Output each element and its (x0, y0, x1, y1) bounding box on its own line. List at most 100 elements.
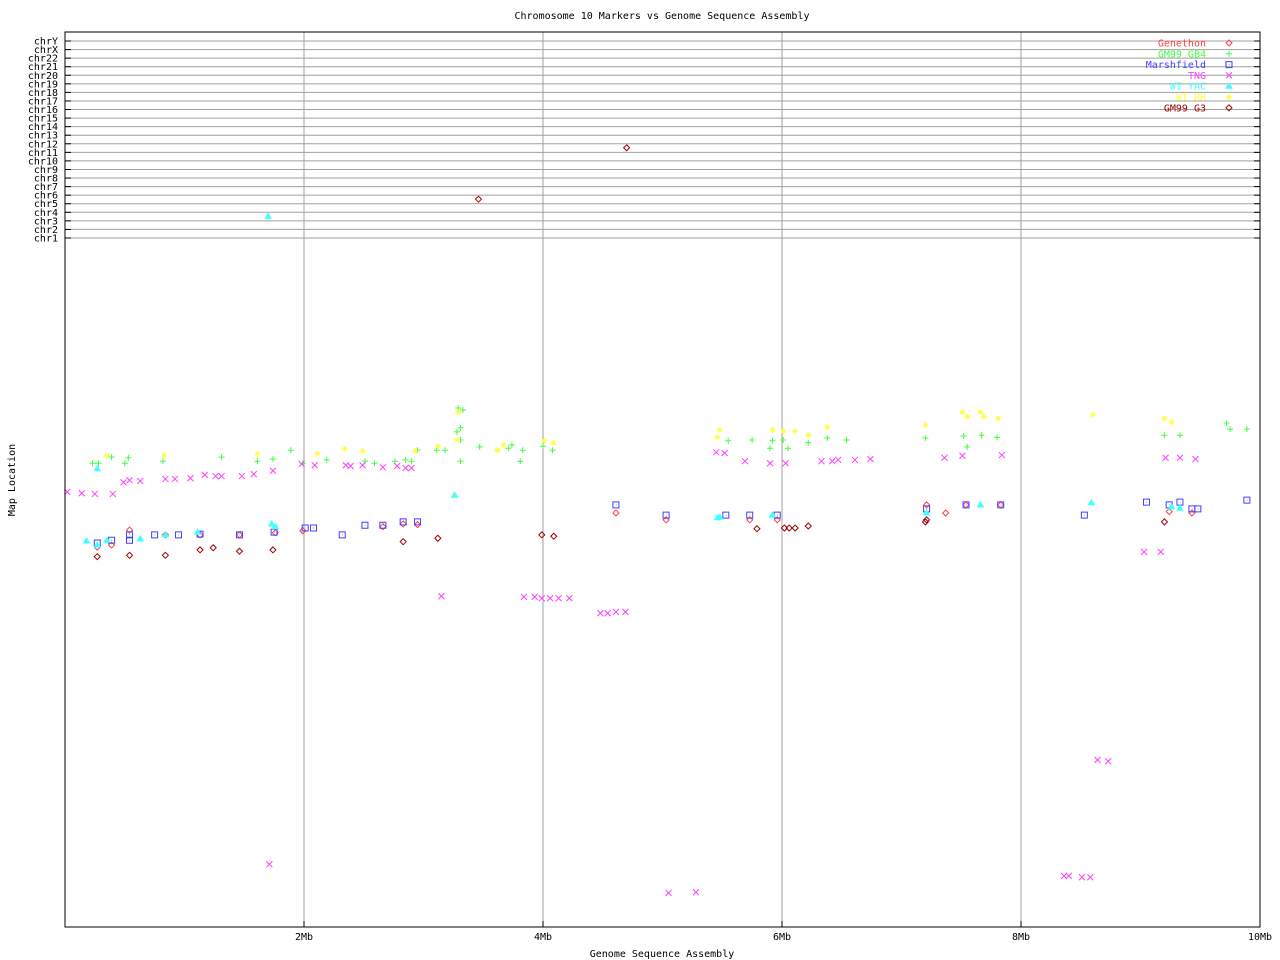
y-axis-label: Map Location (7, 444, 18, 516)
point-wi-rh (550, 439, 557, 446)
point-gm99-g3 (538, 531, 546, 539)
point-marshfield (338, 531, 346, 539)
point-tng (311, 461, 319, 469)
point-marshfield (612, 501, 620, 509)
point-tng (393, 462, 401, 470)
x-tick-label: 10Mb (1248, 932, 1272, 943)
point-gm99-gb4 (922, 435, 929, 442)
point-wi-yac (136, 534, 145, 542)
point-tng (959, 452, 966, 460)
point-tng (1140, 548, 1148, 556)
point-wi-rh (359, 447, 366, 454)
plot-frame (64, 31, 1261, 928)
point-gm99-gb4 (433, 447, 440, 454)
point-tng (1065, 872, 1073, 880)
point-tng (201, 471, 209, 479)
point-wi-yac (193, 528, 202, 535)
point-marshfield (301, 524, 309, 532)
point-gm99-gb4 (549, 447, 556, 454)
point-wi-yac (450, 491, 459, 498)
point-tng (531, 593, 538, 601)
point-gm99-gb4 (769, 437, 776, 444)
point-tng (622, 608, 629, 616)
point-gm99-g3 (550, 532, 558, 540)
point-gm99-gb4 (1243, 426, 1250, 433)
y-tick-label-chr8: chr8 (34, 174, 58, 185)
point-tng (818, 457, 825, 465)
point-marshfield (923, 505, 931, 513)
point-gm99-gb4 (725, 437, 732, 444)
point-gm99-g3 (269, 546, 277, 554)
point-wi-yac (1176, 504, 1184, 511)
point-gm99-gb4 (453, 428, 460, 435)
point-gm99-gb4 (159, 458, 166, 465)
point-wi-yac (267, 519, 276, 527)
point-wi-rh (980, 413, 987, 420)
point-tng (941, 454, 948, 462)
point-gm99-gb4 (767, 445, 774, 452)
legend-label-wi-rh: WI RH (1176, 93, 1206, 104)
point-genethon (773, 516, 781, 524)
point-wi-rh (1168, 419, 1175, 426)
point-tng (851, 456, 859, 464)
point-marshfield (1194, 505, 1202, 513)
point-tng (187, 474, 194, 482)
point-marshfield (399, 518, 407, 526)
point-wi-rh (769, 426, 776, 433)
x-tick-label: 8Mb (1012, 932, 1030, 943)
point-tng (766, 459, 774, 467)
x-tick-label: 4Mb (534, 932, 552, 943)
point-tng (347, 462, 354, 470)
point-wi-rh (714, 434, 721, 441)
point-genethon (922, 501, 931, 509)
point-gm99-gb4 (824, 435, 831, 442)
point-tng (109, 490, 117, 498)
point-gm99-g3 (93, 552, 101, 561)
legend-label-wi-yac: WI YAC (1170, 82, 1206, 93)
point-gm99-gb4 (1227, 426, 1234, 433)
y-tick-label-chr13: chr13 (28, 131, 58, 142)
point-gm99-gb4 (121, 460, 128, 467)
point-wi-rh (494, 447, 501, 454)
point-gm99-gb4 (371, 460, 378, 467)
y-tick-label-chr21: chr21 (28, 62, 58, 73)
point-tng (1086, 873, 1094, 881)
point-wi-yac (82, 537, 91, 544)
point-wi-rh (254, 450, 261, 457)
point-wi-yac (271, 522, 280, 530)
y-tick-label-chr17: chr17 (28, 96, 58, 107)
point-marshfield (175, 531, 183, 539)
point-gm99-gb4 (323, 456, 330, 463)
point-wi-rh (412, 447, 419, 454)
point-gm99-g3 (399, 537, 407, 546)
point-gm99-g3 (804, 522, 812, 530)
legend-marker-marshfield (1225, 61, 1233, 69)
point-marshfield (126, 536, 134, 544)
point-marshfield (126, 531, 134, 539)
point-gm99-gb4 (287, 447, 294, 454)
point-tng (1094, 756, 1101, 764)
y-tick-label-chr14: chr14 (28, 122, 58, 133)
point-wi-rh (805, 432, 812, 439)
point-wi-rh (959, 409, 966, 416)
point-gm99-gb4 (508, 441, 515, 448)
point-gm99-gb4 (1223, 420, 1230, 427)
point-gm99-gb4 (476, 443, 483, 450)
point-gm99-gb4 (784, 445, 791, 452)
y-tick-label-chr19: chr19 (28, 79, 58, 90)
point-gm99-gb4 (269, 456, 276, 463)
axis-ticks: chrYchrXchr22chr21chr20chr19chr18chr17ch… (28, 37, 1272, 944)
point-wi-rh (341, 445, 348, 452)
point-gm99-gb4 (843, 437, 850, 444)
point-marshfield (414, 518, 422, 526)
point-marshfield (997, 501, 1005, 509)
point-tng (1104, 757, 1112, 765)
point-gm99-gb4 (457, 424, 464, 431)
legend-label-genethon: Genethon (1158, 39, 1206, 50)
point-marshfield (361, 521, 369, 529)
point-wi-yac-chr4 (264, 212, 273, 219)
point-gm99-g3 (922, 516, 931, 524)
legend-label-marshfield: Marshfield (1146, 60, 1206, 71)
point-gm99-gb4 (108, 454, 115, 461)
